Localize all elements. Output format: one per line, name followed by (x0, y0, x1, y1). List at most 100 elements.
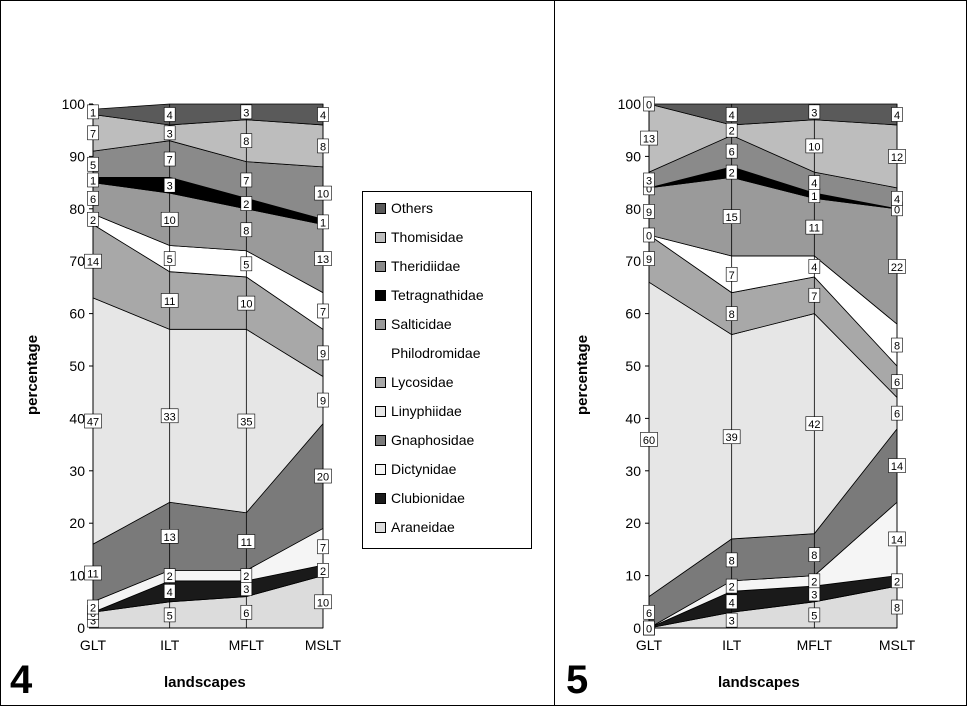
data-label-text: 9 (320, 396, 326, 408)
x-axis-label-panel-5: landscapes (718, 674, 800, 691)
y-tick-label-0-panel-4: 0 (77, 620, 85, 636)
data-label-clubionidae-mflt-panel-4: 3 (240, 581, 253, 596)
data-label-text: 14 (87, 257, 99, 269)
data-label-salticidae-glt-panel-5: 9 (643, 204, 655, 219)
data-label-text: 42 (808, 419, 820, 431)
data-label-theridiidae-ilt-panel-4: 7 (163, 151, 176, 167)
y-tick-label-20-panel-4: 20 (69, 515, 85, 531)
data-label-box (888, 458, 906, 473)
data-label-box (808, 104, 821, 120)
y-tick-label-90-panel-5: 90 (625, 148, 641, 164)
stacked-area-chart-panel-5: 0102030405060708090100GLTILTMFLTMSLT0358… (618, 96, 916, 653)
data-label-box (240, 256, 253, 272)
data-label-box (317, 107, 329, 122)
data-label-text: 14 (891, 534, 903, 546)
legend-swatch-araneidae (375, 521, 386, 533)
data-label-box (160, 211, 179, 227)
data-label-box (725, 306, 738, 321)
data-label-box (725, 143, 738, 159)
data-label-box (643, 172, 655, 188)
data-label-gnaphosidae-mslt-panel-5: 14 (888, 458, 906, 473)
data-label-box (240, 172, 253, 188)
legend-label-salticidae: Salticidae (391, 316, 452, 332)
data-label-text: 4 (894, 110, 900, 122)
y-tick-label-100-panel-5: 100 (618, 96, 642, 112)
x-tick-label-ilt-panel-4: ILT (160, 637, 180, 653)
data-label-box (240, 604, 253, 620)
data-label-dictynidae-glt-panel-5: 0 (643, 620, 655, 636)
x-tick-label-glt-panel-4: GLT (80, 637, 107, 653)
data-label-others-mflt-panel-5: 3 (808, 104, 821, 120)
data-label-gnaphosidae-ilt-panel-4: 13 (160, 528, 179, 544)
legend-swatch-gnaphosidae (375, 434, 386, 446)
y-tick-label-30-panel-4: 30 (69, 463, 85, 479)
data-label-text: 3 (243, 107, 249, 119)
data-label-text: 5 (243, 259, 249, 271)
legend-label-theridiidae: Theridiidae (391, 258, 461, 274)
data-label-text: 12 (891, 152, 903, 164)
data-label-text: 1 (90, 107, 96, 119)
data-label-box (160, 528, 179, 544)
data-label-text: 35 (240, 417, 252, 429)
data-label-box (808, 607, 821, 623)
data-label-box (808, 175, 821, 190)
data-label-lycosidae-ilt-panel-5: 8 (725, 306, 738, 321)
data-label-box (891, 573, 903, 589)
legend-label-philodromidae: Philodromidae (391, 345, 481, 361)
data-label-text: 7 (729, 270, 735, 282)
data-label-text: 7 (811, 291, 817, 303)
data-label-text: 0 (646, 100, 652, 112)
legend-item-tetragnathidae: Tetragnathidae (375, 285, 484, 305)
data-label-others-mslt-panel-4: 4 (317, 107, 329, 122)
data-label-text: 7 (320, 542, 326, 554)
data-label-text: 47 (87, 417, 99, 429)
data-label-others-ilt-panel-5: 4 (725, 107, 738, 122)
data-label-text: 33 (164, 411, 176, 423)
legend-item-gnaphosidae: Gnaphosidae (375, 430, 474, 450)
data-label-text: 4 (167, 587, 173, 599)
y-axis-label-panel-5: percentage (574, 334, 591, 415)
data-label-box (891, 374, 903, 390)
data-label-box (317, 345, 329, 361)
data-label-text: 8 (729, 555, 735, 567)
data-label-gnaphosidae-ilt-panel-5: 8 (725, 552, 738, 567)
data-label-lycosidae-mflt-panel-4: 10 (237, 295, 256, 311)
panel-divider (554, 0, 555, 706)
x-tick-label-mslt-panel-5: MSLT (879, 637, 916, 653)
y-tick-label-30-panel-5: 30 (625, 463, 641, 479)
data-label-lycosidae-glt-panel-5: 9 (643, 251, 655, 266)
data-label-araneidae-mslt-panel-4: 10 (314, 594, 332, 609)
data-label-linyphiidae-ilt-panel-5: 39 (722, 429, 741, 444)
data-label-box (240, 104, 253, 120)
data-label-araneidae-mflt-panel-4: 6 (240, 604, 253, 620)
data-label-thomisidae-glt-panel-5: 13 (640, 130, 658, 146)
data-label-text: 4 (811, 178, 817, 190)
data-label-araneidae-ilt-panel-5: 3 (725, 612, 738, 628)
data-label-clubionidae-mslt-panel-4: 2 (317, 563, 329, 578)
data-label-lycosidae-ilt-panel-4: 11 (160, 293, 179, 308)
data-label-box (317, 563, 329, 578)
data-label-box (84, 565, 102, 581)
data-label-text: 20 (317, 472, 329, 484)
x-tick-label-mslt-panel-4: MSLT (305, 637, 342, 653)
data-label-box (643, 620, 655, 636)
data-label-theridiidae-ilt-panel-5: 6 (725, 143, 738, 159)
data-label-thomisidae-mflt-panel-5: 10 (805, 138, 824, 153)
data-label-box (237, 295, 256, 311)
y-tick-label-80-panel-5: 80 (625, 201, 641, 217)
data-label-text: 10 (317, 189, 329, 201)
y-tick-label-10-panel-4: 10 (69, 568, 85, 584)
data-label-lycosidae-mflt-panel-5: 7 (808, 287, 821, 303)
data-label-text: 8 (729, 309, 735, 321)
x-tick-label-glt-panel-5: GLT (636, 637, 663, 653)
data-label-philodromidae-glt-panel-5: 0 (643, 227, 655, 243)
data-label-linyphiidae-mflt-panel-5: 42 (805, 416, 824, 431)
legend-swatch-linyphiidae (375, 405, 386, 417)
data-label-text: 2 (243, 199, 249, 211)
legend-label-thomisidae: Thomisidae (391, 229, 464, 245)
data-label-text: 7 (167, 155, 173, 167)
data-label-box (643, 251, 655, 266)
data-label-box (87, 125, 99, 141)
data-label-text: 7 (320, 306, 326, 318)
data-label-text: 9 (646, 254, 652, 266)
